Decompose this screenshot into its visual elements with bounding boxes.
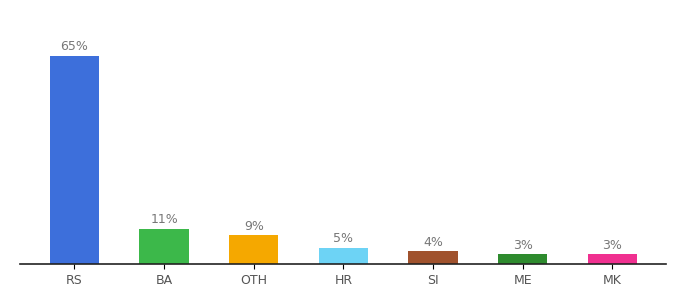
Bar — [498, 254, 547, 264]
Bar — [229, 235, 278, 264]
Bar — [139, 229, 189, 264]
Text: 9%: 9% — [244, 220, 264, 232]
Text: 11%: 11% — [150, 213, 178, 226]
Bar — [588, 254, 637, 264]
Bar — [409, 251, 458, 264]
Text: 3%: 3% — [602, 239, 622, 252]
Bar — [50, 56, 99, 264]
Text: 5%: 5% — [333, 232, 354, 245]
Text: 4%: 4% — [423, 236, 443, 249]
Text: 65%: 65% — [61, 40, 88, 53]
Text: 3%: 3% — [513, 239, 532, 252]
Bar — [319, 248, 368, 264]
